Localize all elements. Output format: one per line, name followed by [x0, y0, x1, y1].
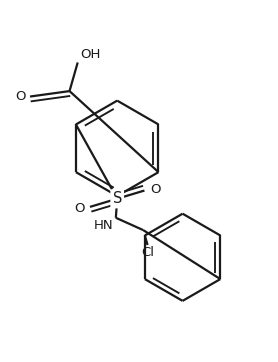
Text: OH: OH: [80, 48, 101, 61]
Text: O: O: [150, 183, 160, 196]
Text: O: O: [16, 90, 26, 103]
Text: Cl: Cl: [141, 245, 154, 258]
Text: O: O: [74, 202, 85, 215]
Text: HN: HN: [93, 219, 113, 232]
Text: S: S: [113, 191, 122, 206]
